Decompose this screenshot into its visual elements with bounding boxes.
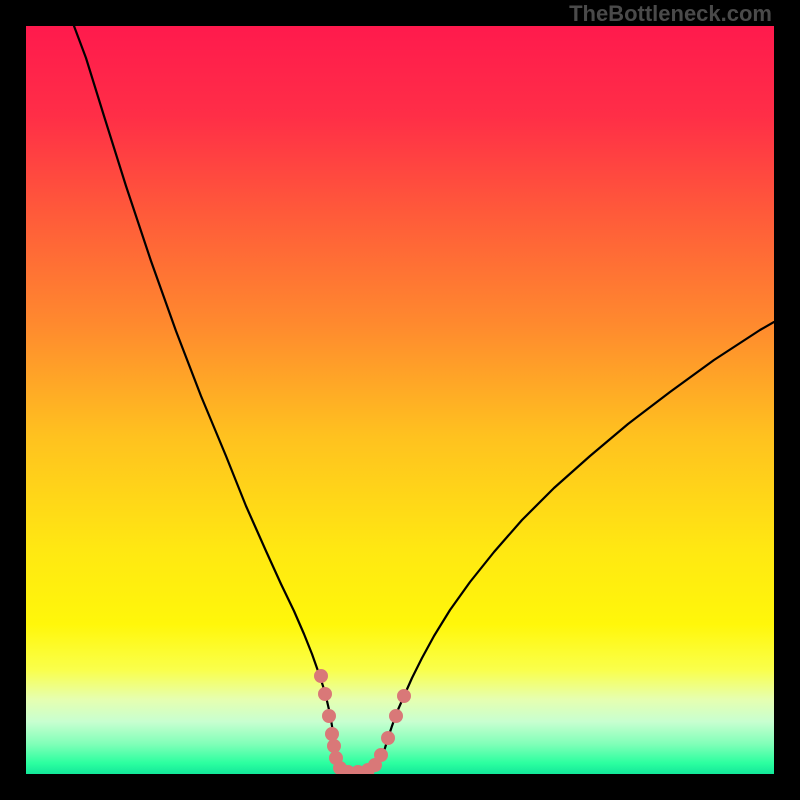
curve-layer <box>26 26 774 774</box>
watermark-text: TheBottleneck.com <box>569 1 772 27</box>
data-marker <box>326 728 339 741</box>
data-marker <box>323 710 336 723</box>
data-marker <box>328 740 341 753</box>
data-marker <box>319 688 332 701</box>
data-marker <box>390 710 403 723</box>
data-marker <box>382 732 395 745</box>
data-marker <box>315 670 328 683</box>
bottleneck-curve <box>74 26 774 772</box>
data-marker <box>375 749 388 762</box>
data-marker <box>398 690 411 703</box>
plot-area <box>26 26 774 774</box>
